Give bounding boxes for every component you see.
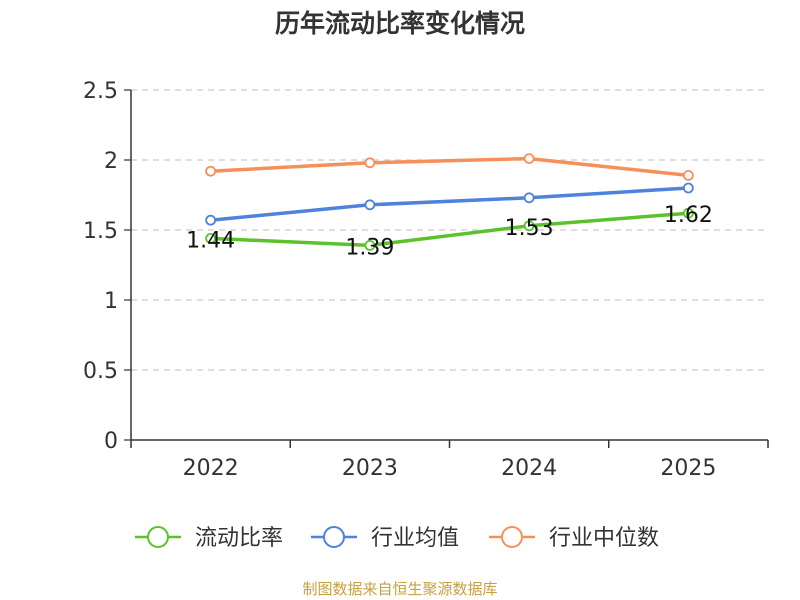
data-point (523, 220, 535, 232)
series-line (210, 186, 689, 222)
legend-label: 行业中位数 (549, 526, 659, 551)
y-tick-label: 0.5 (83, 359, 118, 384)
y-tick-label: 1 (104, 289, 118, 314)
legend-label: 行业均值 (371, 526, 459, 551)
data-point (364, 157, 376, 169)
data-point (682, 169, 694, 181)
data-point (205, 214, 217, 226)
data-point (682, 207, 694, 219)
data-label: 1.39 (345, 235, 394, 260)
source-note: 制图数据来自恒生聚源数据库 (302, 580, 498, 598)
data-point (205, 232, 217, 244)
legend-marker (501, 526, 523, 548)
data-point (364, 199, 376, 211)
y-tick-label: 2 (104, 149, 118, 174)
y-tick-label: 1.5 (83, 219, 118, 244)
data-point (682, 182, 694, 194)
chart-title: 历年流动比率变化情况 (274, 9, 525, 38)
y-tick-label: 0 (104, 429, 118, 454)
x-tick-label: 2022 (183, 456, 239, 481)
data-label: 1.62 (664, 203, 713, 228)
data-point (523, 192, 535, 204)
series-line (210, 211, 689, 248)
data-point (523, 153, 535, 165)
data-label: 1.53 (505, 216, 554, 241)
x-tick-label: 2025 (660, 456, 716, 481)
x-tick-label: 2023 (342, 456, 398, 481)
series-line (210, 156, 689, 178)
y-tick-label: 2.5 (83, 79, 118, 104)
legend-marker (147, 526, 169, 548)
x-tick-label: 2024 (501, 456, 557, 481)
legend-label: 流动比率 (195, 526, 283, 551)
data-label: 1.44 (186, 228, 235, 253)
data-point (364, 239, 376, 251)
data-point (205, 165, 217, 177)
legend-marker (323, 526, 345, 548)
